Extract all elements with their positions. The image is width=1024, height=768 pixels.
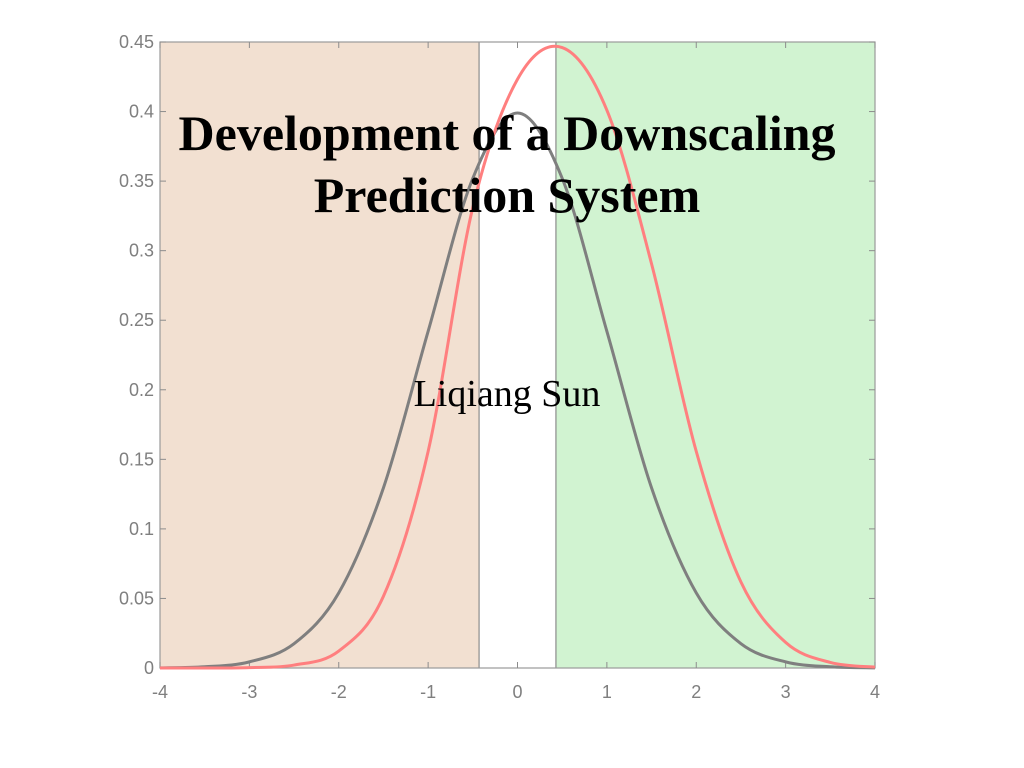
x-tick-label: 3: [781, 682, 791, 702]
slide-author: Liqiang Sun: [413, 373, 601, 415]
y-tick-label: 0: [144, 658, 154, 678]
tick-labels: -4 -3 -2 -1 0 1 2 3 4 0 0.05 0.1 0.15 0.2 0.25 0.3 0.35 0…: [119, 32, 880, 702]
x-tick-label: 0: [512, 682, 522, 702]
y-tick-label: 0.45: [119, 32, 154, 52]
x-tick-label: 2: [691, 682, 701, 702]
y-tick-label: 0.4: [129, 102, 154, 122]
y-tick-label: 0.2: [129, 380, 154, 400]
region-boundary-lines: [478, 42, 557, 668]
y-tick-label: 0.35: [119, 171, 154, 191]
x-tick-label: -4: [152, 682, 168, 702]
x-tick-label: 4: [870, 682, 880, 702]
shaded-region-2: [555, 42, 875, 668]
shaded-region-1: [160, 42, 480, 668]
slide-title-line-2: Prediction System: [313, 167, 701, 223]
y-tick-label: 0.25: [119, 310, 154, 330]
series-lines: [159, 44, 876, 670]
y-tick-label: 0.1: [129, 519, 154, 539]
shaded-regions: [160, 42, 875, 668]
x-tick-label: 1: [602, 682, 612, 702]
y-tick-label: 0.15: [119, 449, 154, 469]
y-tick-label: 0.3: [129, 241, 154, 261]
series-line-2: [159, 44, 876, 670]
x-tick-label: -2: [331, 682, 347, 702]
x-tick-label: -1: [420, 682, 436, 702]
y-tick-label: 0.05: [119, 588, 154, 608]
slide-title-line-1: Development of a Downscaling: [178, 105, 836, 161]
axes: [159, 41, 876, 669]
series-line-1: [159, 111, 876, 670]
slide-title: Development of a Downscaling Prediction …: [100, 102, 914, 226]
x-tick-label: -3: [241, 682, 257, 702]
